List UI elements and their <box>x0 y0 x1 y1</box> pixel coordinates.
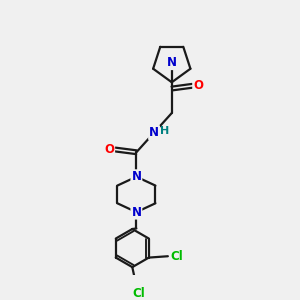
Text: O: O <box>104 143 114 156</box>
Text: N: N <box>149 126 159 139</box>
Text: H: H <box>160 126 169 136</box>
Text: N: N <box>167 56 177 69</box>
Text: Cl: Cl <box>133 287 146 300</box>
Text: O: O <box>193 79 203 92</box>
Text: N: N <box>131 206 141 219</box>
Text: N: N <box>131 170 141 183</box>
Text: Cl: Cl <box>170 250 183 263</box>
